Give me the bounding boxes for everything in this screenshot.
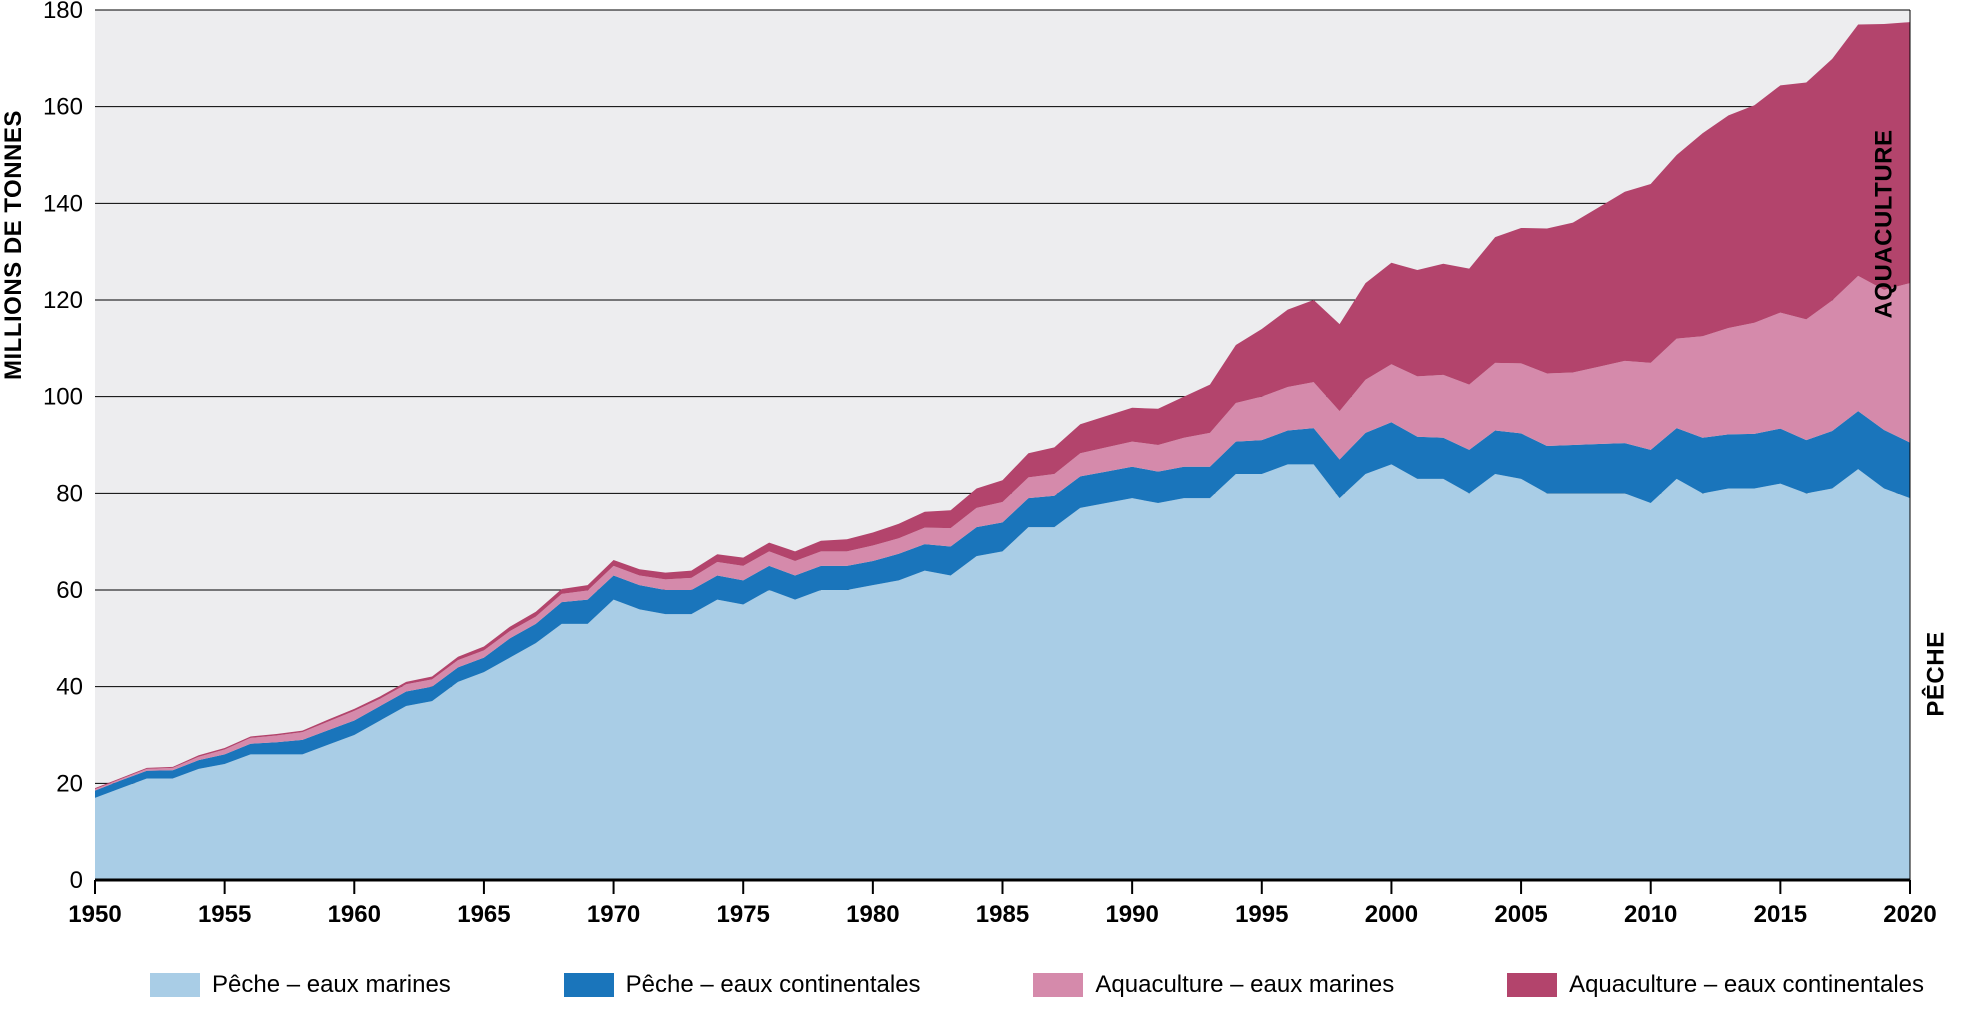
legend-label: Aquaculture – eaux marines [1095, 971, 1394, 999]
svg-text:1985: 1985 [976, 901, 1029, 928]
area-chart: 1950 1955 1960 1965 1970 1975 1980 1985 1990 1995… [0, 0, 1984, 1017]
svg-text:1990: 1990 [1105, 901, 1158, 928]
svg-text:40: 40 [56, 674, 83, 701]
legend-item: Pêche – eaux marines [150, 971, 451, 999]
svg-text:2015: 2015 [1754, 901, 1807, 928]
legend-swatch [564, 973, 614, 997]
svg-text:20: 20 [56, 770, 83, 797]
svg-text:2005: 2005 [1494, 901, 1547, 928]
legend-label: Pêche – eaux continentales [626, 971, 921, 999]
svg-text:1960: 1960 [328, 901, 381, 928]
right-label-peche: PÊCHE [1894, 660, 1979, 688]
svg-text:2000: 2000 [1365, 901, 1418, 928]
legend-swatch [1033, 973, 1083, 997]
svg-text:100: 100 [43, 384, 83, 411]
chart-container: MILLIONS DE TONNES AQUACULTURE PÊCHE 195… [0, 0, 1984, 1017]
legend-label: Pêche – eaux marines [212, 971, 451, 999]
svg-text:1980: 1980 [846, 901, 899, 928]
svg-text:80: 80 [56, 480, 83, 507]
legend: Pêche – eaux marines Pêche – eaux contin… [150, 971, 1924, 999]
svg-text:1995: 1995 [1235, 901, 1288, 928]
svg-text:1975: 1975 [717, 901, 770, 928]
svg-text:1950: 1950 [68, 901, 121, 928]
svg-text:2020: 2020 [1883, 901, 1936, 928]
legend-swatch [150, 973, 200, 997]
right-label-aquaculture: AQUACULTURE [1790, 210, 1979, 238]
svg-text:1955: 1955 [198, 901, 251, 928]
legend-swatch [1507, 973, 1557, 997]
svg-text:180: 180 [43, 0, 83, 24]
svg-text:0: 0 [70, 867, 83, 894]
svg-text:1970: 1970 [587, 901, 640, 928]
svg-text:2010: 2010 [1624, 901, 1677, 928]
svg-text:60: 60 [56, 577, 83, 604]
svg-text:1965: 1965 [457, 901, 510, 928]
y-axis-title: MILLIONS DE TONNES [0, 110, 28, 380]
svg-text:140: 140 [43, 190, 83, 217]
svg-text:120: 120 [43, 287, 83, 314]
legend-label: Aquaculture – eaux continentales [1569, 971, 1924, 999]
legend-item: Pêche – eaux continentales [564, 971, 921, 999]
legend-item: Aquaculture – eaux marines [1033, 971, 1394, 999]
legend-item: Aquaculture – eaux continentales [1507, 971, 1924, 999]
svg-text:160: 160 [43, 94, 83, 121]
